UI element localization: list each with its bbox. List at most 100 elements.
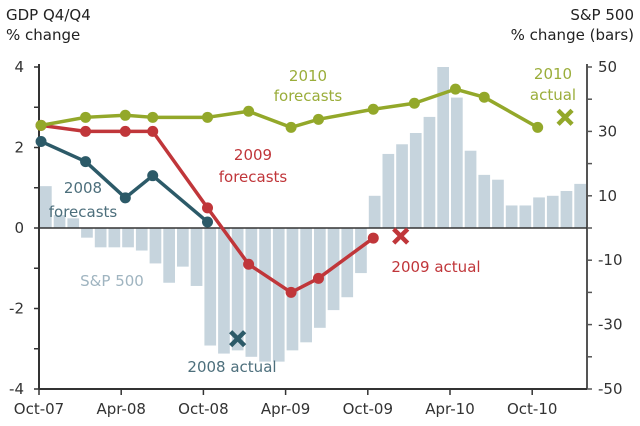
right-tick-label: 50: [598, 58, 617, 76]
left-tick-label: -4: [9, 380, 24, 398]
sp500-bar: [204, 228, 217, 346]
sp500-bar: [574, 183, 586, 228]
right-tick-label: -50: [598, 380, 623, 398]
annotation-2009-actual: 2009 actual: [391, 258, 480, 276]
annotation-2010-actual: actual: [530, 86, 576, 104]
left-tick-label: -2: [9, 300, 24, 318]
sp500-bar: [190, 228, 203, 286]
sp500-bar: [81, 228, 93, 238]
sp500-bar: [272, 228, 285, 362]
sp500-bar: [122, 228, 134, 248]
sp500-bar: [382, 153, 395, 228]
sp500-bar: [40, 186, 52, 228]
series-point: [147, 170, 159, 182]
left-tick-label: 4: [14, 58, 24, 76]
right-tick-label: -30: [598, 316, 623, 334]
series-point: [202, 111, 214, 123]
right-tick-label: 10: [598, 187, 617, 205]
annotation-2010-forecasts-year: 2010: [289, 67, 327, 85]
sp500-bar: [505, 205, 518, 228]
series-point: [408, 97, 420, 109]
annotation-2010-actual-year: 2010: [534, 65, 572, 83]
sp500-bar: [53, 215, 66, 228]
x-tick-label: Apr-08: [96, 400, 146, 418]
axes: 4 2 0 -2 -4 50 30 10 -10 -30 -50 Oct-07 Apr-08 Oct-08…: [9, 58, 622, 418]
sp500-bar: [67, 218, 80, 228]
sp500-bar: [108, 228, 121, 248]
series-point: [147, 125, 159, 137]
sp500-bar: [259, 228, 271, 362]
series-point: [35, 119, 47, 131]
series-point: [478, 91, 490, 103]
sp500-bar: [355, 228, 367, 274]
series-point: [80, 125, 92, 137]
series-point: [243, 105, 255, 117]
actual-marker-x-icon: [392, 227, 410, 245]
right-tick-label: 30: [598, 122, 617, 140]
series-point: [119, 109, 131, 121]
series-point: [312, 113, 324, 125]
sp500-bar: [533, 197, 545, 228]
annotation-2009-forecasts-year: 2009: [234, 146, 272, 164]
series-point: [532, 121, 544, 133]
series-point: [202, 216, 214, 228]
series-point: [119, 192, 131, 204]
sp500-bar: [492, 179, 504, 228]
right-axis-title-line1: S&P 500: [570, 6, 634, 24]
sp500-bar: [163, 228, 175, 283]
sp500-bar: [437, 67, 449, 228]
sp500-bar: [135, 228, 148, 251]
series-point: [80, 156, 92, 168]
sp500-bar: [451, 97, 463, 228]
sp500-bar: [519, 205, 532, 228]
labels: GDP Q4/Q4 % change S&P 500 % change (bar…: [6, 6, 634, 376]
left-tick-label: 2: [14, 139, 24, 157]
sp500-bar: [396, 144, 408, 228]
sp500-bar: [341, 228, 354, 298]
series-point: [285, 121, 297, 133]
left-axis-title-line2: % change: [6, 26, 80, 44]
series-point: [285, 286, 297, 298]
sp500-bar: [464, 150, 477, 228]
series-point: [202, 202, 214, 214]
sp500-bar: [546, 195, 559, 228]
x-tick-label: Oct-09: [343, 400, 393, 418]
sp500-bar: [149, 228, 162, 264]
annotation-sp500: S&P 500: [80, 272, 144, 290]
x-tick-label: Apr-10: [425, 400, 475, 418]
series-point: [449, 83, 461, 95]
sp500-bar: [409, 133, 422, 228]
left-tick-label: 0: [14, 219, 24, 237]
right-tick-label: -10: [598, 251, 623, 269]
sp500-bar: [231, 228, 244, 351]
actual-marker-x-icon: [229, 330, 247, 348]
annotation-2009-forecasts: forecasts: [219, 168, 288, 186]
sp500-bar: [368, 195, 381, 228]
sp500-bar: [94, 228, 107, 248]
x-tick-label: Oct-08: [178, 400, 228, 418]
annotation-2008-forecasts-year: 2008: [64, 179, 102, 197]
sp500-bar: [560, 190, 573, 228]
series-point: [367, 232, 379, 244]
annotation-2008-forecasts: forecasts: [49, 203, 118, 221]
actual-marker-x-icon: [556, 108, 574, 126]
left-axis-title-line1: GDP Q4/Q4: [6, 6, 91, 24]
annotation-2008-actual: 2008 actual: [187, 358, 276, 376]
series-point: [312, 272, 324, 284]
right-axis-title-line2: % change (bars): [511, 26, 634, 44]
x-tick-label: Apr-09: [261, 400, 311, 418]
sp500-bar: [423, 116, 436, 228]
series-point: [147, 111, 159, 123]
series-point: [80, 111, 92, 123]
sp500-bar: [245, 228, 258, 357]
annotation-2010-forecasts: forecasts: [274, 87, 343, 105]
series-point: [367, 103, 379, 115]
forecast-lines: [35, 83, 574, 348]
x-tick-label: Oct-10: [507, 400, 557, 418]
series-point: [35, 135, 47, 147]
sp500-bar: [478, 174, 491, 228]
series-point: [243, 258, 255, 270]
x-tick-label: Oct-07: [14, 400, 64, 418]
series-point: [119, 125, 131, 137]
sp500-bar: [177, 228, 189, 267]
